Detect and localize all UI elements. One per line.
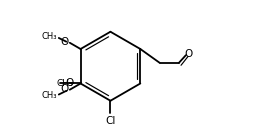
Text: Cl: Cl [105,116,116,126]
Text: O: O [65,79,74,88]
Text: O: O [184,49,193,59]
Text: CH₃: CH₃ [41,32,57,41]
Text: O: O [60,37,68,47]
Text: CH₃: CH₃ [56,79,73,88]
Text: CH₃: CH₃ [41,91,57,100]
Text: O: O [60,84,68,94]
